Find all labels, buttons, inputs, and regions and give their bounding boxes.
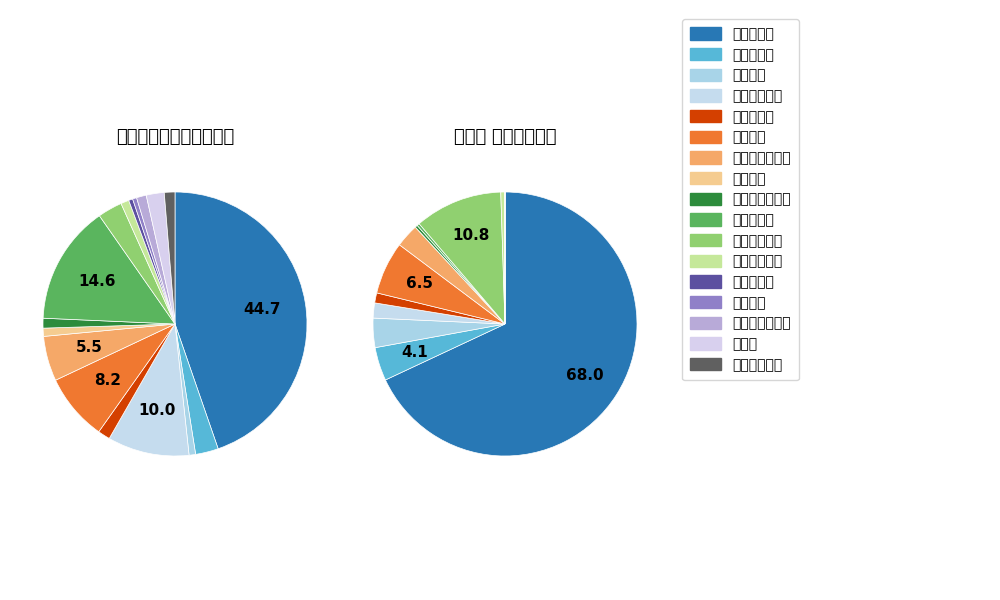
- Wedge shape: [43, 324, 175, 337]
- Wedge shape: [375, 293, 505, 324]
- Wedge shape: [133, 198, 175, 324]
- Wedge shape: [146, 193, 175, 324]
- Wedge shape: [501, 192, 505, 324]
- Wedge shape: [99, 203, 175, 324]
- Wedge shape: [415, 226, 505, 324]
- Wedge shape: [399, 227, 505, 324]
- Text: 68.0: 68.0: [566, 368, 604, 383]
- Wedge shape: [175, 324, 218, 454]
- Wedge shape: [56, 324, 175, 432]
- Wedge shape: [99, 324, 175, 439]
- Wedge shape: [175, 324, 196, 455]
- Wedge shape: [137, 195, 175, 324]
- Wedge shape: [43, 216, 175, 324]
- Wedge shape: [419, 192, 505, 324]
- Title: 小笠原 慎之介　選手: 小笠原 慎之介 選手: [454, 128, 556, 146]
- Text: 10.8: 10.8: [452, 228, 489, 243]
- Legend: ストレート, ツーシーム, シュート, カットボール, スプリット, フォーク, チェンジアップ, シンカー, 高速スライダー, スライダー, 縦スライダー, : ストレート, ツーシーム, シュート, カットボール, スプリット, フォーク,…: [682, 19, 799, 380]
- Wedge shape: [129, 199, 175, 324]
- Text: 8.2: 8.2: [94, 373, 121, 388]
- Text: 10.0: 10.0: [138, 403, 175, 418]
- Wedge shape: [373, 303, 505, 324]
- Title: セ・リーグ全プレイヤー: セ・リーグ全プレイヤー: [116, 128, 234, 146]
- Wedge shape: [417, 224, 505, 324]
- Wedge shape: [373, 318, 505, 347]
- Text: 14.6: 14.6: [79, 274, 116, 289]
- Text: 6.5: 6.5: [406, 276, 433, 291]
- Wedge shape: [175, 192, 307, 449]
- Wedge shape: [121, 200, 175, 324]
- Wedge shape: [44, 324, 175, 380]
- Wedge shape: [377, 245, 505, 324]
- Text: 4.1: 4.1: [401, 346, 428, 361]
- Wedge shape: [109, 324, 189, 456]
- Text: 5.5: 5.5: [76, 340, 103, 355]
- Wedge shape: [375, 324, 505, 380]
- Wedge shape: [385, 192, 637, 456]
- Wedge shape: [415, 227, 505, 324]
- Wedge shape: [43, 318, 175, 328]
- Text: 44.7: 44.7: [243, 302, 281, 317]
- Wedge shape: [164, 192, 175, 324]
